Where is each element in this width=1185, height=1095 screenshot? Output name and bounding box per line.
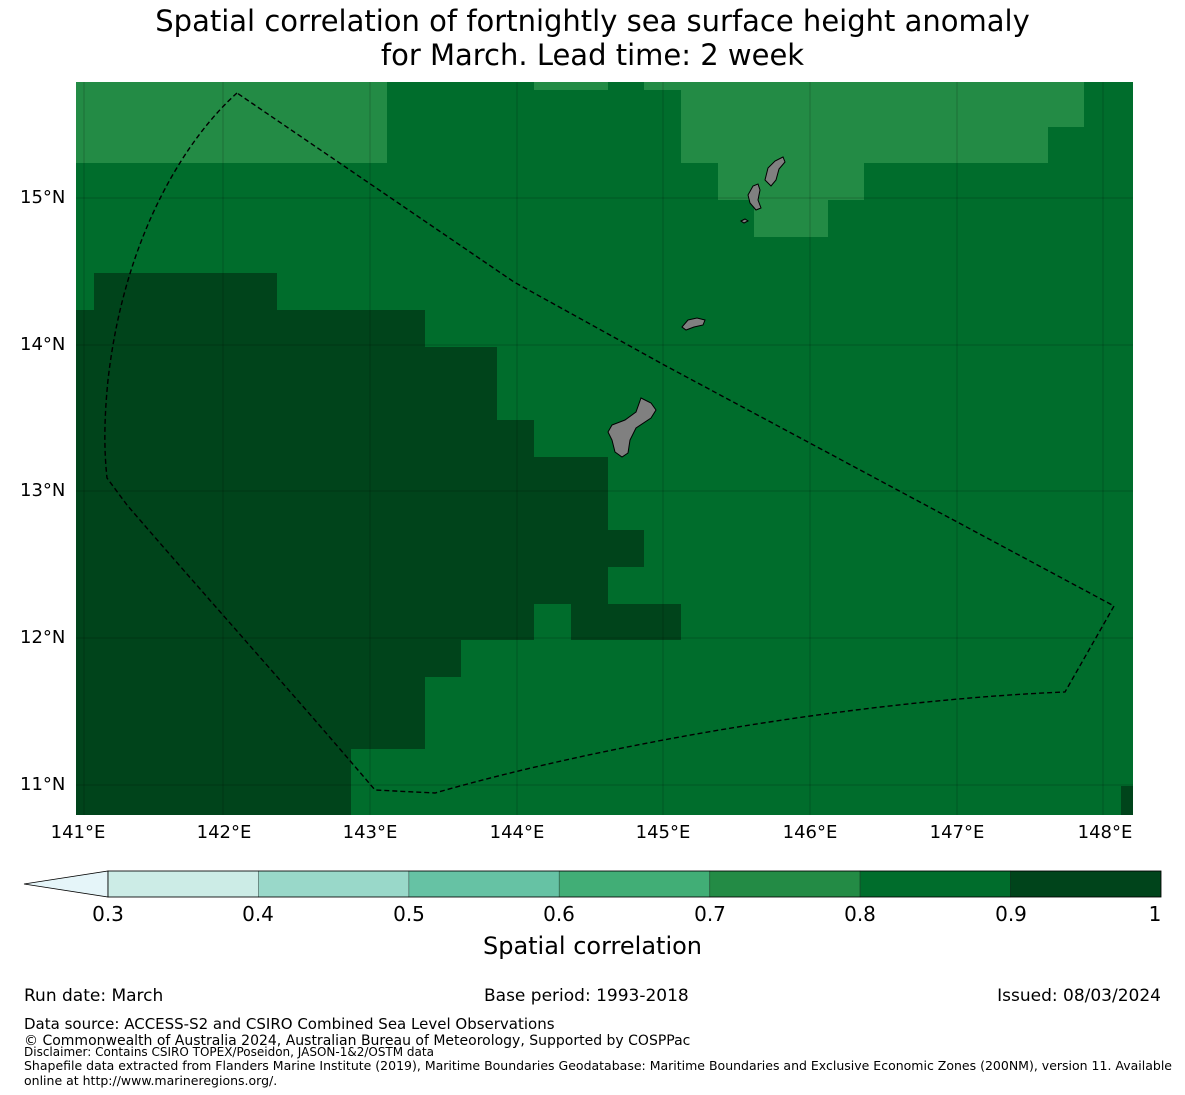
- lon-tick-147e: 147°E: [929, 822, 985, 843]
- disclaimer: Disclaimer: Contains CSIRO TOPEX/Poseido…: [24, 1045, 434, 1059]
- island-aguijan: [740, 218, 749, 224]
- colorbar-under-triangle: [23, 870, 109, 898]
- grid-cell-dark-11: [76, 749, 351, 815]
- colorbar-outline: [107, 870, 1162, 898]
- grid-cell-dark-3: [76, 420, 534, 457]
- colorbar-tick-0-4: 0.4: [242, 902, 274, 926]
- colorbar-tick-0-7: 0.7: [694, 902, 726, 926]
- island-guam: [607, 397, 657, 458]
- colorbar-swatch-4: [709, 870, 861, 898]
- colorbar-tick-0-6: 0.6: [543, 902, 575, 926]
- lon-tick-142e: 142°E: [196, 822, 252, 843]
- lat-tick-15n: 15°N: [20, 187, 66, 208]
- lon-tick-144e: 144°E: [489, 822, 545, 843]
- colorbar-tick-0-9: 0.9: [995, 902, 1027, 926]
- copyright: © Commonwealth of Australia 2024, Austra…: [24, 1033, 691, 1049]
- chart-title: Spatial correlation of fortnightly sea s…: [0, 4, 1185, 72]
- title-line-2: for March. Lead time: 2 week: [380, 38, 805, 72]
- colorbar-swatch-1: [258, 870, 410, 898]
- title-line-1: Spatial correlation of fortnightly sea s…: [155, 4, 1030, 38]
- grid-cell-dark-4: [76, 457, 608, 530]
- colorbar-swatch-6: [1010, 870, 1162, 898]
- grid-cell-dark-10: [76, 677, 425, 749]
- grid-cell-dark-9: [76, 640, 461, 677]
- graticule: [76, 82, 1133, 815]
- colorbar-swatch-5: [859, 870, 1011, 898]
- lon-tick-141e: 141°E: [50, 822, 106, 843]
- island-tinian: [747, 183, 762, 211]
- grid-cell-dark-1: [76, 310, 425, 347]
- colorbar-tick-0-8: 0.8: [844, 902, 876, 926]
- grid-cell-light-9: [1048, 90, 1084, 127]
- grid-cell-dark-8: [571, 604, 681, 640]
- colorbar-swatches: [107, 870, 1162, 898]
- grid-cell-light-1: [351, 82, 387, 127]
- grid-cell-dark-7: [76, 604, 534, 640]
- lat-tick-11n: 11°N: [20, 774, 66, 795]
- lon-tick-148e: 148°E: [1077, 822, 1133, 843]
- grid-cell-dark-6: [76, 567, 608, 604]
- colorbar-label: Spatial correlation: [482, 932, 703, 960]
- lon-tick-143e: 143°E: [342, 822, 398, 843]
- colorbar-swatch-3: [558, 870, 711, 898]
- colorbar-tick-1: 1: [1148, 902, 1162, 926]
- grid-cell-light-3: [644, 82, 1084, 90]
- lat-tick-14n: 14°N: [20, 334, 66, 355]
- lon-tick-146e: 146°E: [782, 822, 838, 843]
- grid-cell-dark-5: [76, 530, 644, 567]
- base-period: Base period: 1993-2018: [484, 986, 689, 1006]
- land-masses: [607, 156, 786, 458]
- grid-cell-light-4: [681, 90, 1048, 163]
- island-rota: [681, 317, 706, 331]
- issued-date: Issued: 08/03/2024: [997, 986, 1161, 1006]
- shapefile-credit: Shapefile data extracted from Flanders M…: [24, 1058, 1172, 1088]
- data-source: Data source: ACCESS-S2 and CSIRO Combine…: [24, 1015, 555, 1033]
- lon-tick-145e: 145°E: [635, 822, 691, 843]
- correlation-grid: [76, 82, 1133, 815]
- grid-cell-light-6: [718, 163, 864, 200]
- grid-cell-dark-2: [76, 347, 497, 420]
- island-saipan: [764, 156, 786, 187]
- lat-tick-12n: 12°N: [20, 627, 66, 648]
- colorbar-tick-0-5: 0.5: [393, 902, 425, 926]
- lat-tick-13n: 13°N: [20, 480, 66, 501]
- grid-cell-light-2: [534, 82, 608, 90]
- run-date: Run date: March: [24, 986, 164, 1006]
- colorbar-swatch-2: [408, 870, 560, 898]
- colorbar: [23, 870, 1162, 898]
- grid-cell-dark-12: [1121, 786, 1133, 815]
- eez-boundary: [104, 92, 1115, 794]
- grid-cell-light-7: [754, 200, 828, 237]
- grid-cell-light-0: [76, 82, 387, 163]
- colorbar-swatch-0: [107, 870, 259, 898]
- colorbar-tick-0-3: 0.3: [92, 902, 124, 926]
- grid-cell-light-8: [1011, 127, 1048, 163]
- grid-cell-dark-0: [94, 273, 277, 310]
